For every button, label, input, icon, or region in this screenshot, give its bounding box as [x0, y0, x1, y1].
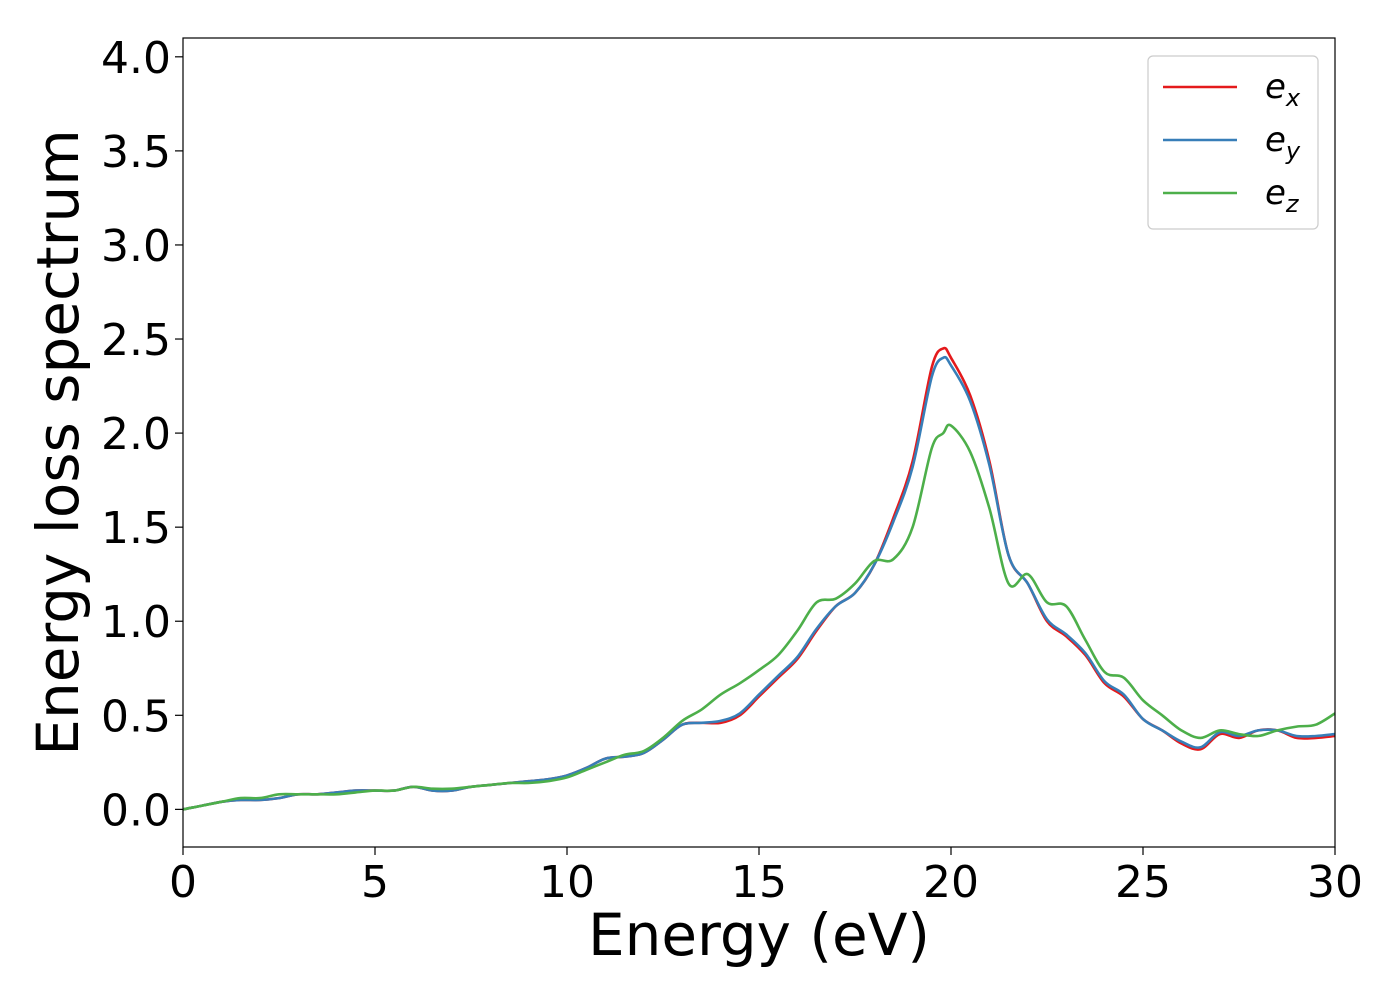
- y-tick-label: 4.0: [101, 33, 171, 84]
- x-tick-label: 20: [923, 857, 979, 908]
- y-axis-title: Energy loss spectrum: [24, 129, 92, 755]
- y-tick-label: 0.5: [101, 691, 171, 742]
- y-axis-ticks: 0.0 0.5 1.0 1.5 2.0 2.5 3.0 3.5 4.0: [101, 33, 183, 836]
- legend-label-x: ex: [1265, 67, 1301, 112]
- y-tick-label: 0.0: [101, 785, 171, 836]
- x-tick-label: 25: [1115, 857, 1171, 908]
- series-layer: [182, 346, 1336, 811]
- x-axis-ticks: 0 5 10 15 20 25 30: [169, 847, 1363, 908]
- y-tick-label: 3.5: [101, 127, 171, 178]
- x-axis-title: Energy (eV): [588, 901, 930, 969]
- y-tick-label: 2.0: [101, 409, 171, 460]
- x-tick-label: 0: [169, 857, 197, 908]
- x-tick-label: 10: [539, 857, 595, 908]
- legend-label-y: ey: [1265, 120, 1301, 165]
- x-tick-label: 15: [731, 857, 787, 908]
- legend: ex ey ez: [1147, 55, 1319, 230]
- y-tick-label: 1.0: [101, 597, 171, 648]
- y-tick-label: 3.0: [101, 221, 171, 272]
- y-tick-label: 1.5: [101, 503, 171, 554]
- legend-box: [1147, 55, 1319, 230]
- legend-label-z: ez: [1265, 173, 1300, 218]
- x-tick-label: 5: [361, 857, 389, 908]
- x-tick-label: 30: [1307, 857, 1363, 908]
- y-tick-label: 2.5: [101, 315, 171, 366]
- series-line-z: [182, 423, 1336, 811]
